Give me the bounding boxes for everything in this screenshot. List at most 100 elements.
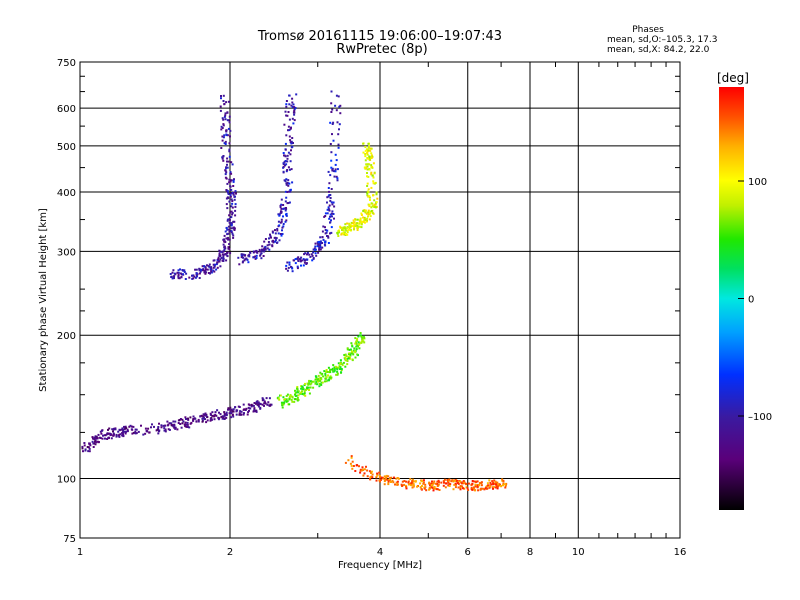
scatter-point [368,205,371,208]
scatter-point [329,199,332,202]
scatter-point [308,253,311,256]
scatter-point [205,421,208,424]
scatter-point [384,479,387,482]
scatter-point [259,406,262,409]
scatter-point [129,424,132,427]
scatter-point [309,383,312,386]
scatter-point [174,426,177,429]
scatter-point [244,254,246,257]
scatter-point [315,254,318,257]
scatter-point [370,186,373,189]
scatter-point [344,461,347,464]
scatter-point [296,398,299,401]
scatter-point [289,395,292,398]
scatter-point [206,268,209,271]
scatter-point [390,481,392,483]
scatter-point [285,105,288,108]
scatter-point [183,423,186,426]
scatter-point [310,253,313,256]
scatter-point [111,428,114,431]
scatter-point [263,400,266,403]
scatter-point [372,180,375,183]
scatter-point [320,373,323,376]
scatter-point [346,229,349,232]
scatter-point [259,253,262,256]
scatter-point [490,483,493,486]
scatter-point [366,182,369,185]
scatter-point [430,484,433,487]
scatter-point [121,434,124,437]
scatter-point [230,408,233,411]
scatter-point [366,475,369,478]
scatter-point [268,248,271,251]
scatter-point [281,404,284,407]
scatter-point [83,444,86,447]
scatter-point [269,233,271,236]
scatter-point [349,357,351,359]
scatter-point [301,385,304,388]
scatter-point [363,216,366,219]
scatter-point [301,393,304,396]
scatter-point [392,481,395,484]
scatter-point [329,375,332,378]
scatter-point [473,489,476,492]
scatter-point [277,232,280,235]
scatter-point [294,258,297,260]
scatter-point [270,236,272,239]
scatter-point [230,192,233,195]
scatter-point [234,406,236,409]
scatter-point [324,226,326,229]
scatter-point [231,414,234,417]
scatter-point [250,403,253,406]
scatter-point [371,166,374,169]
scatter-point [338,231,340,234]
scatter-point [369,199,371,201]
scatter-point [275,237,278,240]
scatter-point [184,421,187,424]
scatter-point [247,411,250,414]
scatter-point [213,270,216,273]
scatter-point [123,425,125,428]
scatter-point [126,430,129,433]
scatter-point [366,152,368,155]
scatter-point [350,456,353,459]
scatter-point [218,253,221,256]
scatter-point [194,268,197,271]
scatter-point [352,353,355,356]
stats-x-mode: mean, sd,X: 84.2, 22.0 [607,45,710,55]
scatter-point [218,417,221,420]
scatter-point [316,378,319,381]
scatter-point [222,136,225,139]
scatter-point [223,115,226,118]
scatter-point [278,398,281,401]
scatter-point [317,251,320,254]
scatter-point [334,153,337,156]
scatter-point [217,256,220,259]
x-tick-label: 1 [77,547,83,558]
scatter-point [348,352,351,355]
scatter-point [226,252,228,255]
scatter-point [501,479,504,482]
scatter-point [223,253,226,256]
scatter-point [354,351,357,354]
scatter-point [293,400,296,403]
scatter-point [358,225,361,228]
scatter-point [229,409,232,412]
scatter-point [230,224,233,227]
scatter-point [290,149,292,152]
scatter-point [232,179,235,182]
scatter-point [324,212,327,215]
scatter-point [204,414,207,417]
scatter-point [344,365,347,368]
scatter-point [170,275,173,278]
scatter-point [224,417,226,420]
scatter-point [330,90,333,93]
scatter-point [354,356,357,359]
scatter-point [446,479,449,481]
scatter-point [300,259,303,262]
scatter-point [244,409,247,411]
scatter-point [178,419,181,421]
scatter-point [304,382,306,385]
scatter-point [485,485,488,488]
scatter-point [108,427,111,430]
